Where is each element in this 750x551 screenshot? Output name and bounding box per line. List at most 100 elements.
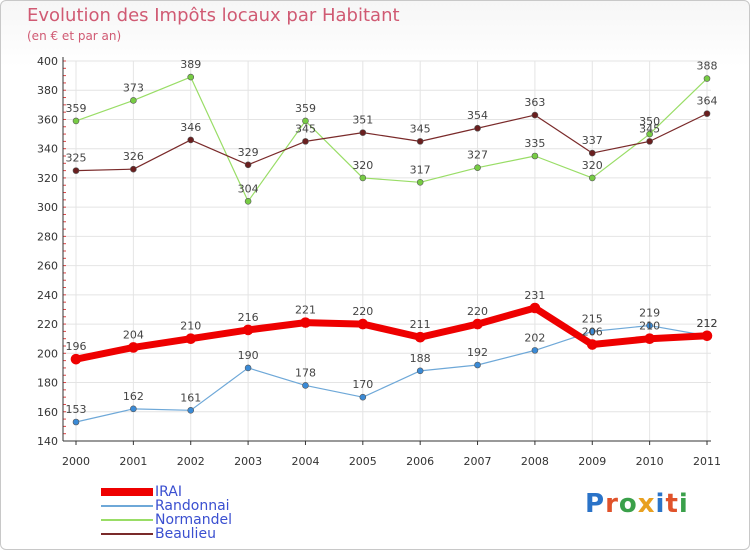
data-point-normandel bbox=[359, 174, 367, 182]
x-tick-label: 2011 bbox=[693, 455, 721, 468]
data-label-beaulieu: 337 bbox=[582, 134, 603, 147]
x-tick-label: 2008 bbox=[521, 455, 549, 468]
x-tick-label: 2003 bbox=[234, 455, 262, 468]
y-tick-label: 260 bbox=[37, 260, 58, 273]
data-point-normandel bbox=[703, 75, 711, 82]
y-tick-label: 220 bbox=[37, 318, 58, 331]
data-label-normandel: 317 bbox=[410, 163, 431, 176]
data-label-normandel: 373 bbox=[123, 81, 144, 94]
logo-letter: i bbox=[655, 489, 666, 519]
legend-label: Randonnai bbox=[155, 498, 230, 514]
legend-item-beaulieu: Beaulieu bbox=[101, 527, 232, 541]
data-point-randonnai bbox=[187, 407, 195, 414]
data-label-randonnai: 212 bbox=[697, 317, 718, 330]
data-point-randonnai bbox=[130, 405, 137, 413]
x-tick-label: 2005 bbox=[349, 455, 377, 468]
y-tick-label: 160 bbox=[37, 406, 58, 419]
data-point-beaulieu bbox=[588, 149, 596, 157]
data-point-normandel bbox=[187, 73, 195, 81]
data-point-randonnai bbox=[588, 328, 596, 335]
x-tick-label: 2004 bbox=[291, 455, 319, 468]
series-line-irai bbox=[72, 304, 711, 363]
data-point-normandel bbox=[302, 117, 309, 125]
data-point-normandel bbox=[416, 179, 424, 186]
data-label-normandel: 359 bbox=[295, 102, 316, 115]
data-label-randonnai: 162 bbox=[123, 390, 144, 403]
chart-title: Evolution des Impôts locaux par Habitant bbox=[27, 5, 400, 26]
legend-label: Normandel bbox=[155, 512, 233, 528]
data-point-irai bbox=[357, 318, 369, 330]
data-point-beaulieu bbox=[359, 129, 367, 136]
data-point-irai bbox=[300, 317, 311, 328]
data-point-randonnai bbox=[416, 367, 424, 375]
data-label-beaulieu: 345 bbox=[639, 122, 660, 135]
data-point-irai bbox=[414, 331, 426, 343]
legend-swatch bbox=[101, 505, 153, 507]
data-label-irai: 206 bbox=[582, 326, 603, 339]
data-point-normandel bbox=[646, 130, 653, 138]
y-tick-label: 280 bbox=[37, 230, 58, 243]
data-label-irai: 216 bbox=[238, 311, 259, 324]
data-point-randonnai bbox=[531, 347, 539, 354]
data-label-beaulieu: 346 bbox=[180, 121, 201, 134]
data-label-normandel: 335 bbox=[524, 137, 545, 150]
data-point-irai bbox=[185, 333, 197, 344]
data-label-beaulieu: 351 bbox=[352, 114, 373, 127]
y-tick-label: 360 bbox=[37, 113, 58, 126]
data-point-beaulieu bbox=[130, 165, 137, 173]
legend-item-irai: IRAI bbox=[101, 485, 232, 499]
legend-swatch bbox=[101, 533, 153, 535]
data-point-irai bbox=[70, 353, 82, 365]
y-tick-label: 340 bbox=[37, 143, 58, 156]
data-label-irai: 221 bbox=[295, 304, 316, 317]
data-label-randonnai: 215 bbox=[582, 312, 603, 325]
data-label-randonnai: 188 bbox=[410, 352, 431, 365]
data-point-irai bbox=[644, 333, 655, 344]
data-point-randonnai bbox=[474, 361, 481, 369]
data-label-normandel: 350 bbox=[639, 115, 660, 128]
data-point-randonnai bbox=[359, 393, 367, 401]
data-label-randonnai: 190 bbox=[238, 349, 259, 362]
y-tick-label: 140 bbox=[37, 435, 58, 448]
data-label-beaulieu: 326 bbox=[123, 150, 144, 163]
data-label-irai: 210 bbox=[639, 320, 660, 333]
data-label-irai: 212 bbox=[697, 317, 718, 330]
data-point-irai bbox=[472, 318, 483, 330]
proxiti-logo: Proxiti bbox=[585, 489, 689, 519]
logo-letter: i bbox=[678, 489, 689, 519]
data-point-beaulieu bbox=[703, 110, 711, 117]
data-point-beaulieu bbox=[474, 124, 481, 132]
legend-label: IRAI bbox=[155, 484, 182, 500]
data-point-irai bbox=[701, 330, 713, 342]
data-label-irai: 231 bbox=[524, 289, 545, 302]
data-label-randonnai: 178 bbox=[295, 366, 316, 379]
x-tick-label: 2010 bbox=[636, 455, 664, 468]
series-line-randonnai bbox=[75, 324, 708, 423]
series-line-beaulieu bbox=[75, 113, 708, 172]
y-tick-label: 320 bbox=[37, 172, 58, 185]
data-point-normandel bbox=[244, 198, 252, 205]
data-point-irai bbox=[242, 324, 254, 336]
data-point-normandel bbox=[72, 117, 80, 125]
data-label-beaulieu: 329 bbox=[238, 146, 259, 159]
x-tick-label: 2002 bbox=[177, 455, 205, 468]
data-point-beaulieu bbox=[244, 161, 252, 169]
data-point-normandel bbox=[130, 97, 137, 104]
data-label-beaulieu: 354 bbox=[467, 109, 488, 122]
x-tick-label: 2000 bbox=[62, 455, 90, 468]
data-label-normandel: 304 bbox=[238, 182, 259, 195]
data-point-beaulieu bbox=[416, 138, 424, 145]
data-label-randonnai: 170 bbox=[352, 378, 373, 391]
logo-letter: o bbox=[618, 489, 638, 519]
data-label-irai: 204 bbox=[123, 328, 144, 341]
data-label-randonnai: 153 bbox=[66, 403, 87, 416]
y-tick-label: 240 bbox=[37, 289, 58, 302]
legend-label: Beaulieu bbox=[155, 526, 216, 542]
chart-legend: IRAI Randonnai Normandel Beaulieu bbox=[101, 485, 232, 541]
x-tick-label: 2007 bbox=[464, 455, 492, 468]
data-label-irai: 211 bbox=[410, 318, 431, 331]
logo-letter: x bbox=[637, 489, 656, 519]
legend-swatch bbox=[101, 488, 153, 496]
